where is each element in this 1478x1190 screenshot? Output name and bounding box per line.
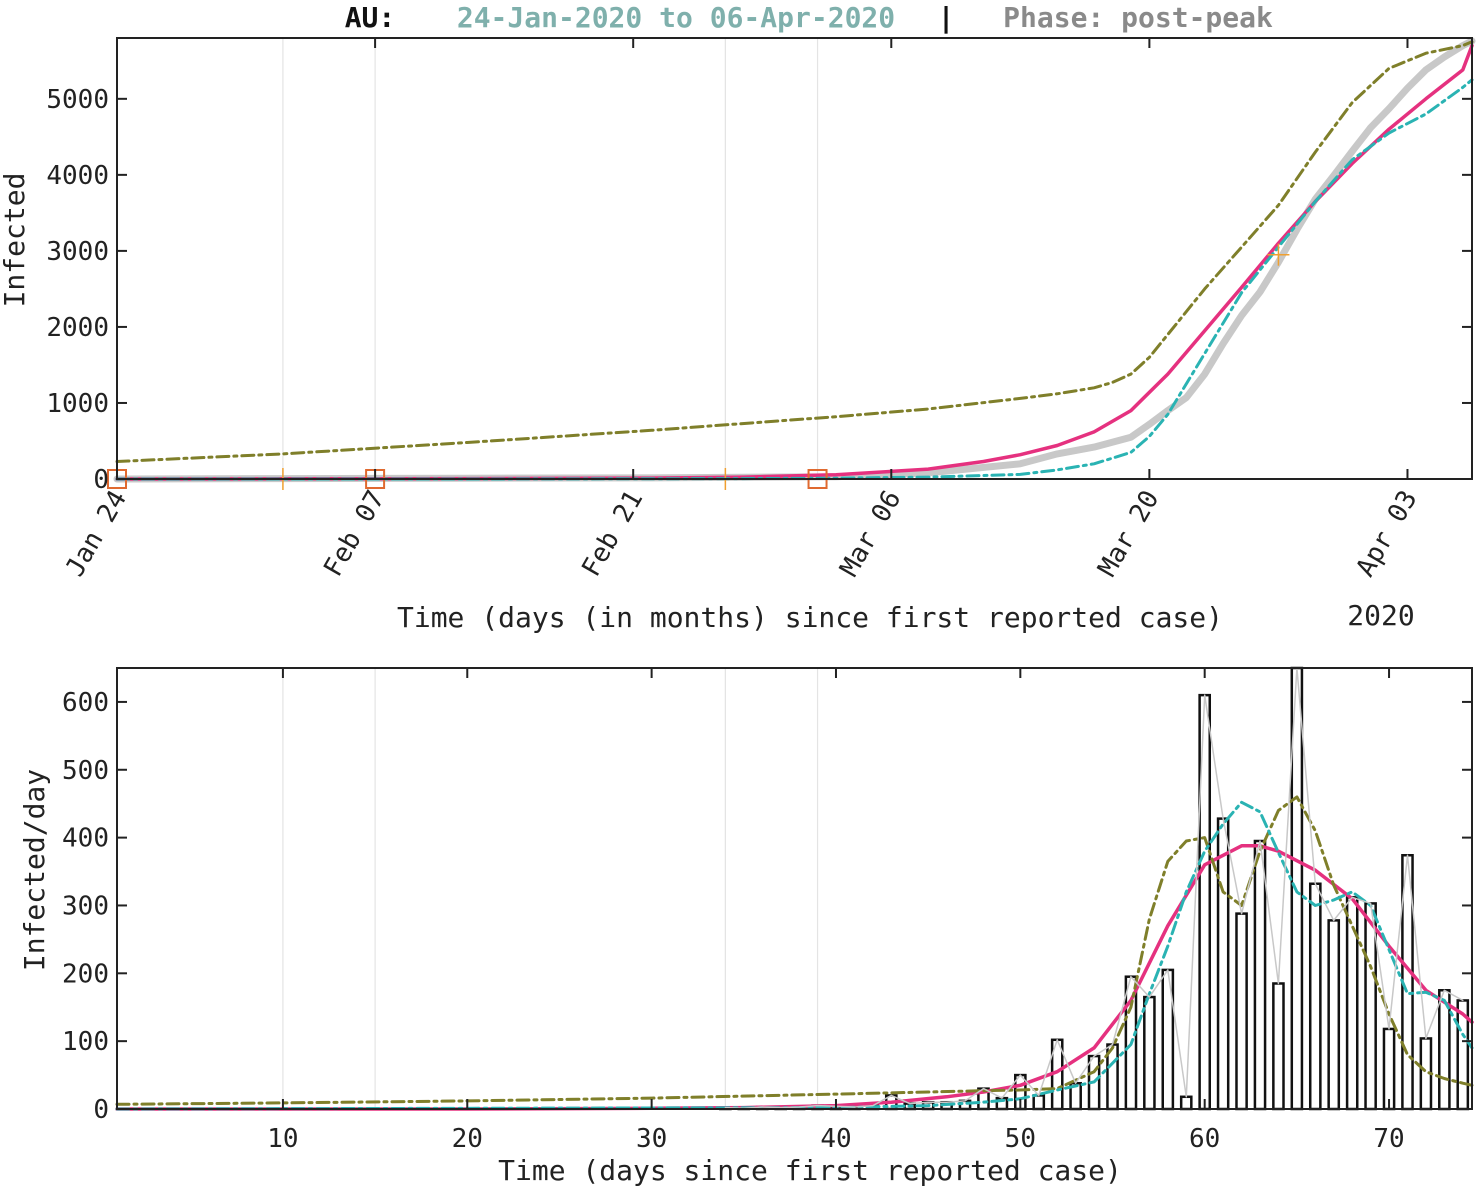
x-tick-label-30: 30 <box>636 1124 667 1154</box>
y-tick-label-5000: 5000 <box>46 85 109 115</box>
bottom-x-ticks: 10 20 30 40 50 60 70 <box>267 668 1405 1154</box>
top-y-axis-label: Infected <box>0 173 31 308</box>
x-tick-label-70: 70 <box>1373 1124 1404 1154</box>
y-tick-label-1000: 1000 <box>46 389 109 419</box>
top-x-ticks: Jan 24 Feb 07 Feb 21 Mar 06 Mar 20 Apr 03 <box>60 38 1424 582</box>
bar-day-69 <box>1364 902 1377 1111</box>
top-y-ticks: 0 1000 2000 3000 4000 5000 <box>46 85 1472 495</box>
bar-day-63 <box>1253 839 1267 1111</box>
bar-day-61 <box>1216 817 1230 1111</box>
bottom-y-ticks: 0 100 200 300 400 500 600 <box>62 688 1472 1125</box>
x-tick-label-40: 40 <box>820 1124 851 1154</box>
x-tick-label-3: Mar 06 <box>834 486 907 582</box>
y-tick-label-0: 0 <box>93 1095 109 1125</box>
top-x-axis-label: Time (days (in months) since first repor… <box>397 601 1223 634</box>
y-tick-label-500: 500 <box>62 756 109 786</box>
daily-panel: 10 20 30 40 50 60 70 0 100 200 300 400 500 600 Time … <box>18 666 1474 1187</box>
top-plot-frame <box>116 37 1473 480</box>
x-tick-label-60: 60 <box>1189 1124 1220 1154</box>
bar-day-57 <box>1143 995 1156 1111</box>
x-tick-label-1: Feb 07 <box>318 486 391 582</box>
bottom-plot-frame <box>116 667 1473 1110</box>
y-tick-label-2000: 2000 <box>46 313 109 343</box>
bottom-x-axis-label: Time (days since first reported case) <box>498 1154 1122 1187</box>
series-fit-upper <box>115 795 1474 1106</box>
title-separator: | <box>938 1 955 34</box>
bar-day-62 <box>1235 912 1248 1111</box>
x-tick-label-50: 50 <box>1005 1124 1036 1154</box>
bar-day-66 <box>1308 882 1322 1111</box>
bar-day-64 <box>1272 982 1285 1111</box>
series-fit-main <box>115 43 1474 481</box>
top-year-label: 2020 <box>1347 599 1414 632</box>
bar-day-51 <box>1032 1094 1046 1111</box>
y-tick-label-100: 100 <box>62 1027 109 1057</box>
cumulative-panel: Jan 24 Feb 07 Feb 21 Mar 06 Mar 20 Apr 03 0 10… <box>0 37 1476 634</box>
y-tick-label-4000: 4000 <box>46 161 109 191</box>
x-tick-label-10: 10 <box>267 1124 298 1154</box>
x-tick-label-0: Jan 24 <box>60 486 133 582</box>
x-tick-label-2: Feb 21 <box>576 486 649 582</box>
x-tick-label-20: 20 <box>452 1124 483 1154</box>
series-fit-lower <box>115 800 1474 1111</box>
y-tick-label-300: 300 <box>62 891 109 921</box>
bar-day-70 <box>1382 1027 1396 1111</box>
top-series <box>113 37 1476 483</box>
top-gridlines <box>282 38 819 479</box>
x-tick-label-4: Mar 20 <box>1093 486 1166 582</box>
bottom-bars <box>719 666 1470 1111</box>
y-tick-label-600: 600 <box>62 688 109 718</box>
plus-marker-2 <box>1267 243 1290 266</box>
y-tick-label-3000: 3000 <box>46 237 109 267</box>
title-date-range: 24-Jan-2020 to 06-Apr-2020 <box>457 1 895 34</box>
series-observed <box>724 667 1464 1110</box>
bottom-gridlines <box>282 668 819 1109</box>
title-phase: Phase: post-peak <box>1003 1 1273 34</box>
series-fit-main <box>115 844 1474 1111</box>
y-tick-label-0: 0 <box>93 465 109 495</box>
bottom-y-axis-label: Infected/day <box>18 769 51 971</box>
bottom-series <box>115 667 1474 1111</box>
series-observed <box>113 37 1476 483</box>
y-tick-label-400: 400 <box>62 824 109 854</box>
y-tick-label-200: 200 <box>62 959 109 989</box>
x-tick-label-5: Apr 03 <box>1351 486 1424 582</box>
bar-day-67 <box>1327 919 1341 1111</box>
bar-day-59 <box>1179 1095 1193 1111</box>
series-fit-upper <box>115 40 1474 463</box>
title-country-label: AU: <box>345 1 396 34</box>
